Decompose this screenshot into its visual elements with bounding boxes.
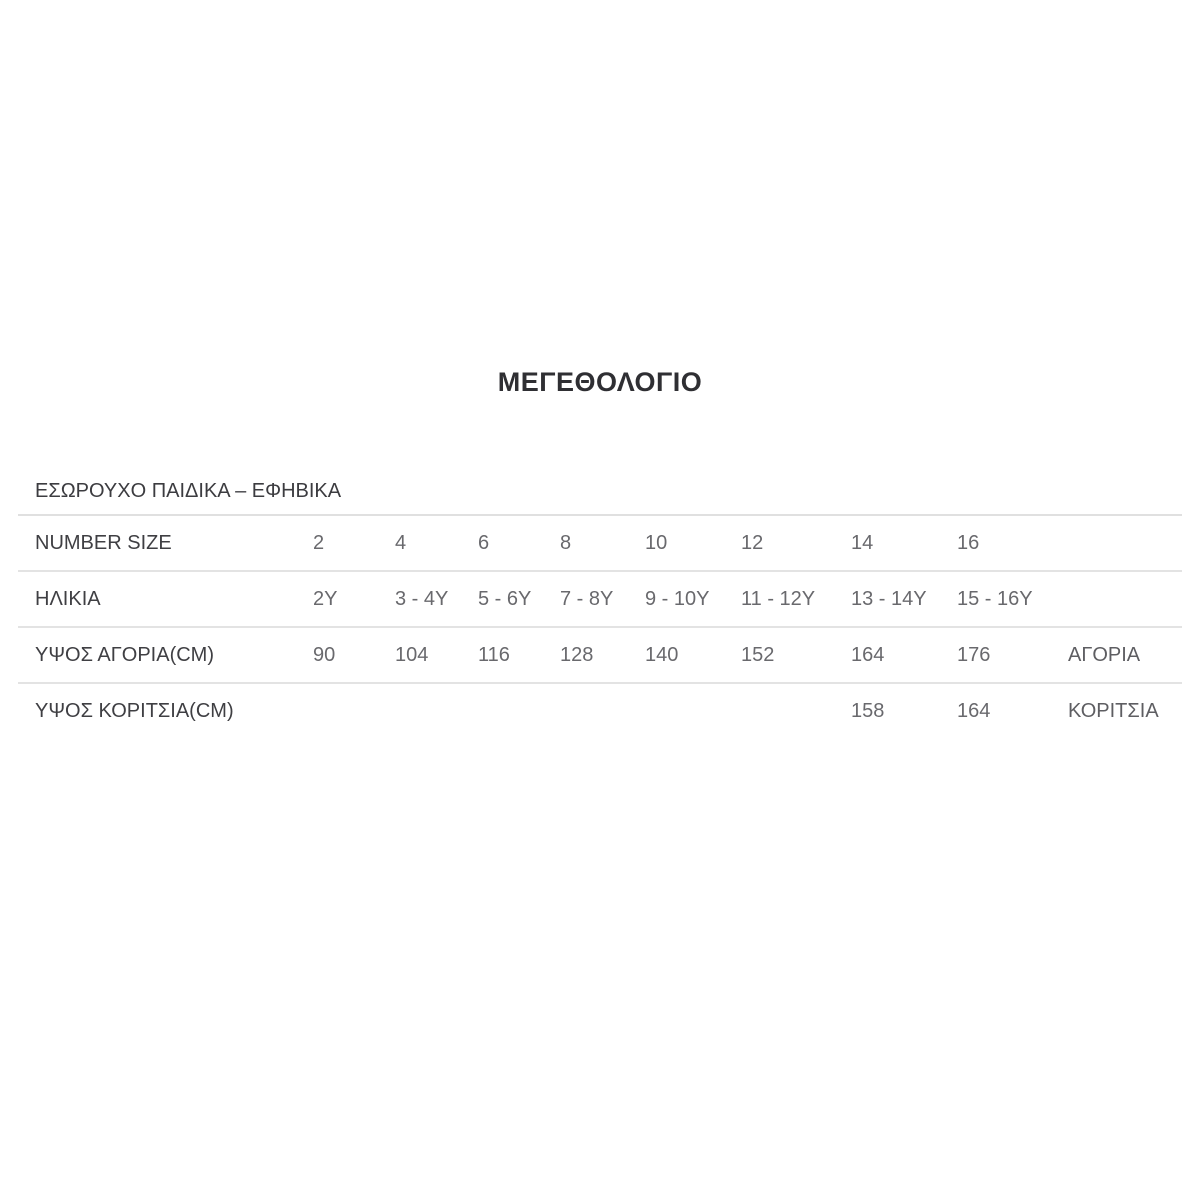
table-cell: 164	[957, 699, 991, 722]
page-title: ΜΕΓΕΘΟΛΟΓΙΟ	[497, 367, 703, 398]
table-row: ΥΨΟΣ ΚΟΡΙΤΣΙΑ(CM) 158 164 ΚΟΡΙΤΣΙΑ	[18, 683, 1182, 738]
table-cell: 104	[395, 643, 429, 666]
table-cell	[313, 683, 395, 738]
row-label: NUMBER SIZE	[35, 531, 172, 554]
group-label: ΑΓΟΡΙΑ	[1068, 643, 1141, 666]
table-cell: 6	[478, 531, 490, 554]
table-cell	[395, 683, 478, 738]
table-row: ΥΨΟΣ ΑΓΟΡΙΑ(CM) 90 104 116 128 140 152 1…	[18, 627, 1182, 683]
section-heading: ΕΣΩΡΟΥΧΟ ΠΑΙΔΙΚΑ – ΕΦΗΒΙΚΑ	[35, 480, 342, 502]
table-cell: 13 - 14Y	[851, 587, 927, 610]
table-cell: 2Y	[313, 587, 338, 610]
table-cell: 140	[645, 643, 679, 666]
size-chart-table: NUMBER SIZE 2 4 6 8 10 12 14 16 ΗΛΙΚΙΑ 2…	[18, 514, 1182, 738]
table-cell: 128	[560, 643, 594, 666]
table-cell: 176	[957, 643, 991, 666]
table-cell: 11 - 12Y	[741, 587, 816, 610]
table-cell: 158	[851, 699, 885, 722]
table-cell: 152	[741, 643, 775, 666]
table-cell	[741, 683, 851, 738]
table-cell: 16	[957, 531, 980, 554]
group-label: ΚΟΡΙΤΣΙΑ	[1068, 699, 1159, 722]
table-cell: 9 - 10Y	[645, 587, 710, 610]
table-cell: 164	[851, 643, 885, 666]
table-cell: 10	[645, 531, 668, 554]
table-row: ΗΛΙΚΙΑ 2Y 3 - 4Y 5 - 6Y 7 - 8Y 9 - 10Y 1…	[18, 571, 1182, 627]
table-cell	[645, 683, 741, 738]
table-row: NUMBER SIZE 2 4 6 8 10 12 14 16	[18, 515, 1182, 571]
table-cell: 12	[741, 531, 764, 554]
row-label: ΥΨΟΣ ΑΓΟΡΙΑ(CM)	[35, 643, 214, 666]
table-cell: 2	[313, 531, 325, 554]
table-cell: 15 - 16Y	[957, 587, 1033, 610]
table-cell: 7 - 8Y	[560, 587, 614, 610]
table-cell: 5 - 6Y	[478, 587, 532, 610]
table-cell: 4	[395, 531, 407, 554]
table-cell: 90	[313, 643, 336, 666]
row-label: ΥΨΟΣ ΚΟΡΙΤΣΙΑ(CM)	[35, 699, 234, 722]
table-cell: 14	[851, 531, 874, 554]
group-label	[1068, 515, 1182, 571]
group-label	[1068, 571, 1182, 627]
table-cell	[560, 683, 645, 738]
table-cell: 116	[478, 643, 510, 666]
table-cell: 8	[560, 531, 572, 554]
row-label: ΗΛΙΚΙΑ	[35, 587, 101, 610]
table-cell: 3 - 4Y	[395, 587, 449, 610]
table-cell	[478, 683, 560, 738]
